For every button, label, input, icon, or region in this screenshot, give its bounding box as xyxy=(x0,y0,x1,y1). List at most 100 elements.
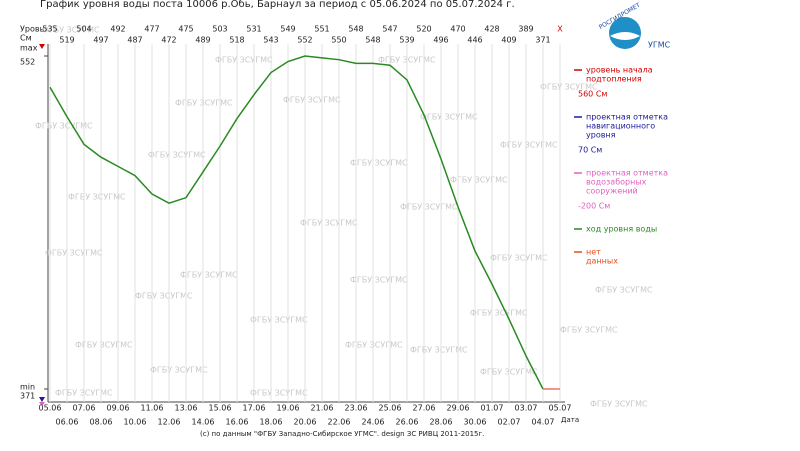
legend-label: уровня xyxy=(586,131,616,140)
logo-text: УГМС xyxy=(648,41,671,50)
x-tick-label: 21.06 xyxy=(311,404,334,413)
watermark: ФГБУ ЗСУГМС xyxy=(540,83,598,92)
watermark: ФГБУ ЗСУГМС xyxy=(400,203,458,212)
value-label: 496 xyxy=(433,36,448,45)
logo-wave xyxy=(610,32,640,40)
x-tick-label: 20.06 xyxy=(294,418,317,427)
x-tick-label: 02.07 xyxy=(498,418,521,427)
x-tick-label: 07.06 xyxy=(73,404,96,413)
x-tick-label: 17.06 xyxy=(243,404,266,413)
value-label: 472 xyxy=(161,36,176,45)
value-label: 518 xyxy=(229,36,244,45)
legend-label: проектная отметка xyxy=(586,113,668,122)
value-label: 548 xyxy=(348,25,363,34)
watermark: ФГБУ ЗСУГМС xyxy=(35,122,93,131)
value-label: 446 xyxy=(467,36,482,45)
logo xyxy=(609,17,641,49)
watermark: ФГБУ ЗСУГМС xyxy=(300,219,358,228)
x-tick-label: 27.06 xyxy=(413,404,436,413)
x-tick-label: 08.06 xyxy=(90,418,113,427)
legend-label: данных xyxy=(586,257,618,266)
watermark: ФГБУ ЗСУГМС xyxy=(410,346,468,355)
watermark: ФГБУ ЗСУГМС xyxy=(350,159,408,168)
x-tick-label: 03.07 xyxy=(515,404,538,413)
watermark: ФГБУ ЗСУГМС xyxy=(345,341,403,350)
watermark: ФГБУ ЗСУГМС xyxy=(470,309,528,318)
x-tick-label: 11.06 xyxy=(141,404,164,413)
y-tick-label: 371 xyxy=(20,392,35,401)
x-tick-label: 24.06 xyxy=(362,418,385,427)
legend-label: ход уровня воды xyxy=(586,225,657,234)
value-label: 549 xyxy=(280,25,295,34)
x-tick-label: 29.06 xyxy=(447,404,470,413)
value-label: 475 xyxy=(178,25,193,34)
legend-label: сооружений xyxy=(586,187,638,196)
watermark: ФГБУ ЗСУГМС xyxy=(175,99,233,108)
footer: (c) по данным "ФГБУ Западно-Сибирское УГ… xyxy=(200,430,484,438)
legend-value: 70 См xyxy=(578,146,602,155)
value-label: 551 xyxy=(314,25,329,34)
x-tick-label: 14.06 xyxy=(192,418,215,427)
x-tick-label: 23.06 xyxy=(345,404,368,413)
value-label: 519 xyxy=(59,36,74,45)
watermark: ФГБУ ЗСУГМС xyxy=(500,141,558,150)
legend-value: -200 См xyxy=(578,202,610,211)
x-tick-label: 30.06 xyxy=(464,418,487,427)
x-tick-label: 26.06 xyxy=(396,418,419,427)
value-label: 531 xyxy=(246,25,261,34)
watermark: ФГБУ ЗСУГМС xyxy=(590,400,648,409)
x-tick-label: 10.06 xyxy=(124,418,147,427)
legend-label: нет xyxy=(586,248,601,257)
legend-value: 560 См xyxy=(578,90,607,99)
y-tick-name: min xyxy=(20,383,35,392)
x-tick-label: 19.06 xyxy=(277,404,300,413)
y-tick-name: max xyxy=(20,44,38,53)
x-tick-label: 15.06 xyxy=(209,404,232,413)
watermark: ФГБУ ЗСУГМС xyxy=(215,56,273,65)
watermark: ФГБУ ЗСУГМС xyxy=(180,271,238,280)
value-label: 492 xyxy=(110,25,125,34)
legend-label: уровень начала xyxy=(586,66,653,75)
x-tick-label: 01.07 xyxy=(481,404,504,413)
value-label: 497 xyxy=(93,36,108,45)
x-axis-label: Дата xyxy=(561,416,579,424)
watermark: ФГБУ ЗСУГМС xyxy=(250,389,308,398)
value-label: 504 xyxy=(76,25,91,34)
value-label: 409 xyxy=(501,36,516,45)
watermark: ФГБУ ЗСУГМС xyxy=(490,254,548,263)
watermark: ФГБУ ЗСУГМС xyxy=(150,366,208,375)
watermark: ФГБУ ЗСУГМС xyxy=(68,193,126,202)
watermark: ФГБУ ЗСУГМС xyxy=(283,96,341,105)
legend-label: водозаборных xyxy=(586,178,647,187)
value-label: 552 xyxy=(297,36,312,45)
min-marker xyxy=(39,397,45,402)
value-label: 487 xyxy=(127,36,142,45)
value-label: 389 xyxy=(518,25,533,34)
x-tick-label: 28.06 xyxy=(430,418,453,427)
value-label: 543 xyxy=(263,36,278,45)
watermark: ФГБУ ЗСУГМС xyxy=(560,326,618,335)
watermark: ФГБУ ЗСУГМС xyxy=(148,151,206,160)
x-tick-label: 16.06 xyxy=(226,418,249,427)
watermark: ФГБУ ЗСУГМС xyxy=(135,292,193,301)
x-tick-label: 05.06 xyxy=(39,404,62,413)
watermark: ФГБУ ЗСУГМС xyxy=(420,113,478,122)
max-marker xyxy=(39,44,45,49)
y-axis-label: См xyxy=(20,34,32,43)
watermark: ФГБУ ЗСУГМС xyxy=(595,286,653,295)
watermark: ФГБУ ЗСУГМС xyxy=(45,249,103,258)
value-label: 520 xyxy=(416,25,431,34)
legend-label: навигационного xyxy=(586,122,655,131)
x-tick-label: 13.06 xyxy=(175,404,198,413)
legend-label: подтопления xyxy=(586,75,642,84)
value-label: X xyxy=(557,25,563,34)
value-label: 428 xyxy=(484,25,499,34)
chart-title: График уровня воды поста 10006 р.Обь, Ба… xyxy=(40,0,515,10)
x-tick-label: 22.06 xyxy=(328,418,351,427)
value-label: 539 xyxy=(399,36,414,45)
x-tick-label: 04.07 xyxy=(532,418,555,427)
marker xyxy=(39,402,45,406)
x-tick-label: 12.06 xyxy=(158,418,181,427)
x-tick-label: 18.06 xyxy=(260,418,283,427)
